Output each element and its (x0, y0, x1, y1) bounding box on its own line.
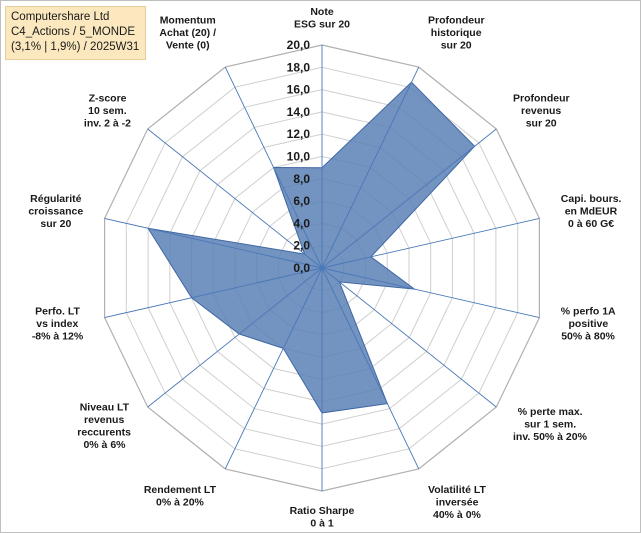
axis-line (224, 66, 323, 269)
axis-line (321, 267, 497, 408)
axis-line (321, 128, 497, 269)
category-label: C4_Actions / 5_MONDE (11, 26, 135, 38)
axis-label-line: Profondeur (428, 15, 485, 27)
axis-line (104, 217, 323, 269)
axis-label-line: en MdEUR (565, 206, 618, 218)
axis-line (147, 267, 323, 408)
axis-line (321, 66, 420, 269)
axis-label-line: Volatilité LT (428, 484, 487, 496)
axis-label-line: Profondeur (513, 93, 570, 105)
tick-label: 18,0 (287, 60, 311, 74)
tick-label: 8,0 (293, 172, 310, 186)
axis-line (321, 217, 540, 269)
ticks-layer: 0,0 2,0 4,0 6,0 8,0 10,0 12,0 14,0 16,0 18,0 20,0 (287, 38, 311, 275)
axis-label-line: -8% à 12% (32, 330, 84, 342)
tick-label: 20,0 (287, 38, 311, 52)
tick-label: 2,0 (293, 239, 310, 253)
axis-label-line: sur 20 (40, 218, 71, 230)
tick-label: 0,0 (293, 261, 310, 275)
axis-label-line: 0% à 20% (156, 496, 205, 508)
series-area (147, 81, 476, 414)
axis-label-line: 40% à 0% (433, 509, 482, 521)
axis-label-line: inv. 50% à 20% (513, 431, 588, 443)
axis-label-line: 50% à 80% (561, 330, 615, 342)
axis-label-line: historique (431, 27, 482, 39)
tick-label: 10,0 (287, 150, 311, 164)
period-label: (3,1% | 1,9%) / 2025W31 (11, 41, 140, 53)
axis-label-line: sur 1 sem. (524, 418, 576, 430)
axis-label-line: ESG sur 20 (294, 19, 350, 31)
axes-layer (104, 45, 540, 491)
axis-label-line: revenus (521, 105, 561, 117)
axis-label-line: Niveau LT (80, 402, 130, 414)
axis-label-line: Régularité (30, 193, 82, 205)
axis-label-8: Rendement LT0% à 20% (144, 484, 217, 509)
tick-label: 12,0 (287, 127, 311, 141)
axis-label-line: inv. 2 à -2 (84, 118, 131, 130)
axis-label-line: Note (310, 6, 333, 18)
axis-label-line: Rendement LT (144, 484, 217, 496)
axis-label-line: sur 20 (441, 40, 472, 52)
axis-label-5: % perte max.sur 1 sem.inv. 50% à 20% (513, 406, 588, 443)
axis-label-line: 0 à 1 (310, 518, 334, 530)
axis-label-line: vs index (36, 318, 78, 330)
axis-line (321, 267, 420, 470)
axis-label-line: revenus (84, 414, 124, 426)
axis-label-line: % perte max. (518, 406, 583, 418)
axis-label-line: Ratio Sharpe (290, 505, 355, 517)
axis-label-line: sur 20 (526, 118, 557, 130)
axis-label-line: reccurents (77, 427, 131, 439)
axis-label-line: 10 sem. (88, 105, 127, 117)
axis-label-line: 0 à 60 G€ (568, 218, 614, 230)
axis-label-line: Perfo. LT (35, 305, 80, 317)
tick-label: 16,0 (287, 83, 311, 97)
axis-label-line: % perfo 1A (561, 305, 616, 317)
axis-label-line: inversée (436, 496, 479, 508)
axis-label-line: 0% à 6% (83, 439, 126, 451)
axis-label-line: croissance (28, 206, 83, 218)
tick-label: 4,0 (293, 216, 310, 230)
tick-label: 6,0 (293, 194, 310, 208)
series-layer (147, 81, 476, 414)
axis-line (104, 267, 323, 319)
axis-label-line: positive (569, 318, 609, 330)
axis-label-line: Z-score (89, 93, 127, 105)
axis-label-line: Vente (0) (166, 40, 210, 52)
tick-label: 14,0 (287, 105, 311, 119)
axis-label-line: Momentum (160, 15, 216, 27)
axis-label-line: Capi. bours. (561, 193, 622, 205)
axis-line (224, 267, 323, 470)
title-box: Computershare Ltd C4_Actions / 5_MONDE (… (5, 6, 146, 60)
axis-label-line: Achat (20) / (159, 27, 216, 39)
axis-line (321, 267, 540, 319)
axis-line (147, 128, 323, 269)
company-name: Computershare Ltd (11, 11, 110, 23)
